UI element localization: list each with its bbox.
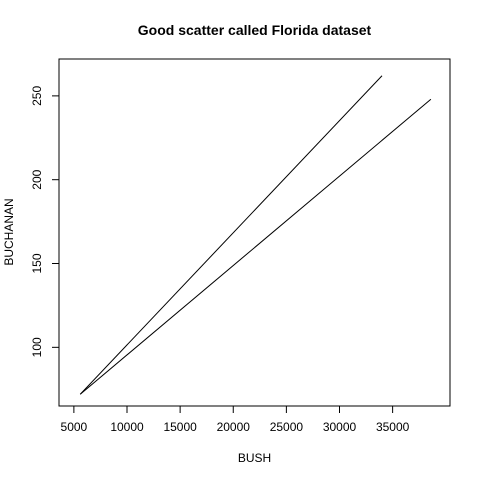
y-tick-label: 150 xyxy=(30,253,44,273)
x-tick-label: 25000 xyxy=(270,420,304,434)
x-tick-label: 5000 xyxy=(61,420,88,434)
y-tick-label: 200 xyxy=(30,169,44,189)
chart-title: Good scatter called Florida dataset xyxy=(138,22,372,38)
x-tick-label: 20000 xyxy=(217,420,251,434)
x-tick-label: 30000 xyxy=(323,420,357,434)
y-axis-label: BUCHANAN xyxy=(2,198,16,265)
x-tick-label: 15000 xyxy=(163,420,197,434)
x-axis-label: BUSH xyxy=(238,451,271,465)
x-tick-label: 10000 xyxy=(110,420,144,434)
x-tick-label: 35000 xyxy=(376,420,410,434)
y-tick-label: 100 xyxy=(30,337,44,357)
y-tick-label: 250 xyxy=(30,86,44,106)
